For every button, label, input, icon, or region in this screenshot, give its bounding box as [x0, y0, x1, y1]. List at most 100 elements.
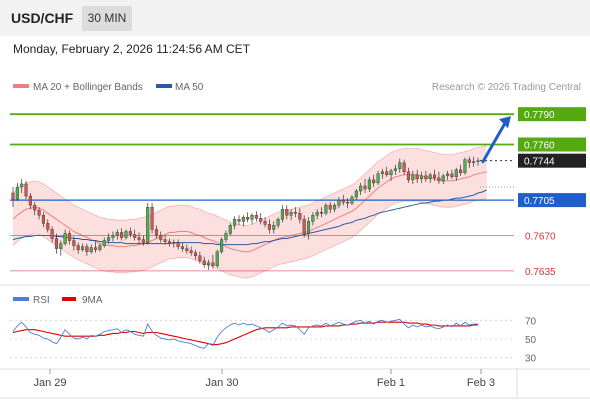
target-level-label: 0.7760	[524, 141, 555, 152]
candle-body	[298, 213, 302, 220]
time-tick-label: Jan 29	[33, 377, 66, 389]
candle-body	[15, 186, 19, 200]
candle-body	[46, 223, 50, 230]
candle-body	[315, 212, 319, 216]
candle-body	[11, 192, 15, 200]
rsi-line	[12, 318, 478, 349]
candle-body	[446, 173, 450, 177]
candle-body	[393, 168, 397, 171]
candle-body	[380, 171, 384, 175]
rsi-tick-label: 70	[525, 316, 537, 327]
level-labels: 0.7790 0.7760 0.7744 0.7705 0.7670 0.7635	[518, 107, 586, 278]
ma20-legend-label: MA 20 + Bollinger Bands	[33, 82, 143, 93]
candle-body	[137, 237, 141, 240]
support-level-label: 0.7670	[525, 231, 556, 242]
bollinger-bands	[12, 145, 487, 279]
ma20-legend-swatch	[13, 84, 29, 88]
candle-body	[346, 201, 350, 204]
rsi-ma-legend-swatch	[62, 297, 76, 301]
candle-body	[215, 251, 219, 267]
candle-body	[398, 162, 402, 169]
time-tick-label: Feb 3	[467, 377, 495, 389]
candle-body	[428, 174, 432, 180]
arrow-shaft	[481, 121, 507, 164]
bollinger-upper-line	[12, 145, 487, 226]
candle-body	[402, 162, 406, 173]
time-tick-label: Jan 30	[205, 377, 238, 389]
candle-body	[419, 175, 424, 180]
candle-body	[180, 246, 185, 249]
candle-body	[37, 210, 41, 216]
candle-body	[415, 174, 419, 180]
candle-body	[150, 206, 154, 230]
candle-body	[63, 233, 67, 244]
time-axis: Jan 29 Jan 30 Feb 1 Feb 3	[33, 369, 495, 389]
target-level-tag	[518, 107, 586, 122]
candle-body	[50, 229, 54, 239]
candle-body	[124, 231, 128, 238]
arrow-head	[499, 116, 511, 129]
candle-body	[85, 246, 89, 252]
candle-body	[254, 215, 258, 219]
candle-body	[306, 221, 311, 234]
candle-body	[89, 247, 93, 252]
candle-body	[250, 215, 254, 220]
time-tick-label: Feb 1	[377, 377, 405, 389]
candle-body	[276, 219, 280, 226]
candle-body	[237, 219, 241, 222]
candle-body	[285, 209, 289, 216]
target-level-tag	[518, 137, 586, 152]
candle-body	[359, 185, 363, 192]
candle-body	[311, 215, 315, 222]
candle-body	[324, 204, 328, 214]
candle-body	[76, 245, 80, 250]
candle-body	[207, 262, 211, 266]
candle-body	[59, 243, 63, 249]
target-level-label: 0.7790	[524, 110, 555, 121]
candle-body	[176, 242, 180, 247]
candle-body	[272, 225, 276, 230]
candle-body	[172, 242, 176, 244]
candle-body	[33, 204, 37, 211]
candle-body	[333, 204, 337, 210]
rsi-tick-label: 50	[525, 335, 537, 346]
key-levels	[10, 113, 514, 272]
timeframe-button[interactable]: 30 MIN	[82, 6, 132, 31]
rsi-legend-swatch	[13, 297, 29, 301]
ma50-legend-swatch	[156, 84, 172, 88]
candle-body	[198, 255, 202, 261]
candle-body	[424, 175, 428, 180]
pivot-level-label: 0.7705	[524, 196, 555, 207]
candle-body	[372, 179, 376, 184]
research-credit: Research © 2026 Trading Central	[432, 82, 581, 93]
candle-body	[67, 233, 72, 241]
candle-body	[107, 237, 111, 241]
candle-body	[467, 159, 471, 163]
candle-body	[350, 196, 354, 204]
last-price-label: 0.7744	[524, 157, 555, 168]
candle-body	[367, 179, 371, 190]
candle-body	[454, 169, 458, 178]
candle-body	[133, 234, 137, 238]
candle-body	[24, 183, 28, 197]
candle-body	[389, 170, 393, 176]
candlesticks	[11, 156, 480, 270]
candle-body	[211, 262, 215, 267]
candle-body	[20, 183, 24, 188]
last-price-tag	[518, 153, 586, 168]
rsi-ma-legend-label: 9MA	[82, 295, 103, 306]
candle-body	[441, 175, 445, 182]
candle-body	[185, 248, 189, 251]
bollinger-lower-line	[12, 197, 487, 279]
candle-body	[41, 215, 45, 224]
candle-body	[328, 204, 332, 210]
candle-body	[233, 219, 237, 226]
pivot-level-tag	[518, 193, 586, 208]
candle-body	[111, 235, 115, 238]
candle-body	[376, 173, 380, 184]
support-level-label: 0.7635	[525, 267, 556, 278]
candle-body	[293, 212, 298, 214]
candle-body	[128, 231, 132, 235]
candle-body	[411, 174, 415, 181]
candle-body	[476, 160, 480, 162]
